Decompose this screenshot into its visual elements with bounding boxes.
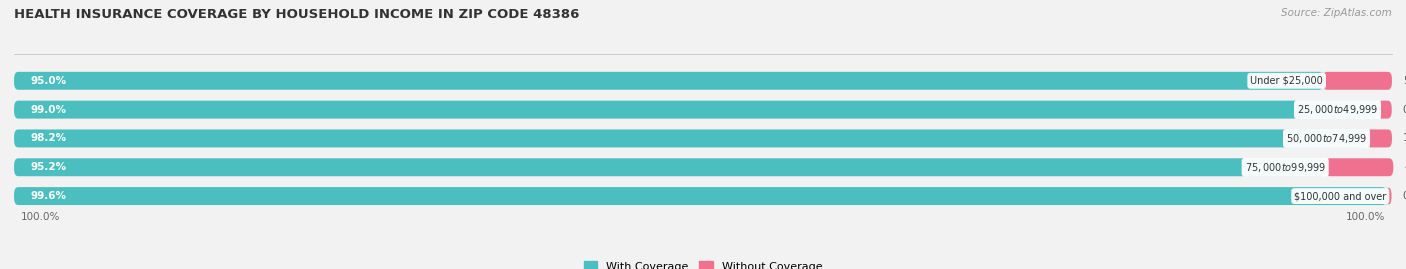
Text: 0.36%: 0.36%	[1402, 191, 1406, 201]
Text: 99.0%: 99.0%	[31, 105, 66, 115]
FancyBboxPatch shape	[1378, 101, 1392, 119]
Text: 98.2%: 98.2%	[31, 133, 66, 143]
Text: 100.0%: 100.0%	[21, 212, 60, 222]
FancyBboxPatch shape	[1386, 187, 1392, 205]
FancyBboxPatch shape	[1367, 129, 1392, 147]
Text: 1.8%: 1.8%	[1403, 133, 1406, 143]
FancyBboxPatch shape	[14, 129, 1392, 147]
Text: 95.0%: 95.0%	[31, 76, 66, 86]
FancyBboxPatch shape	[14, 129, 1367, 147]
FancyBboxPatch shape	[14, 101, 1378, 119]
FancyBboxPatch shape	[14, 158, 1326, 176]
Text: $100,000 and over: $100,000 and over	[1294, 191, 1386, 201]
FancyBboxPatch shape	[14, 72, 1323, 90]
Text: $75,000 to $99,999: $75,000 to $99,999	[1244, 161, 1326, 174]
Text: 100.0%: 100.0%	[1346, 212, 1385, 222]
FancyBboxPatch shape	[14, 158, 1392, 176]
FancyBboxPatch shape	[14, 72, 1392, 90]
FancyBboxPatch shape	[1326, 158, 1393, 176]
Text: 5.0%: 5.0%	[1403, 76, 1406, 86]
Text: Under $25,000: Under $25,000	[1250, 76, 1323, 86]
Text: Source: ZipAtlas.com: Source: ZipAtlas.com	[1281, 8, 1392, 18]
FancyBboxPatch shape	[14, 101, 1392, 119]
FancyBboxPatch shape	[14, 187, 1392, 205]
FancyBboxPatch shape	[1323, 72, 1392, 90]
Text: $50,000 to $74,999: $50,000 to $74,999	[1286, 132, 1367, 145]
Text: 95.2%: 95.2%	[31, 162, 66, 172]
Legend: With Coverage, Without Coverage: With Coverage, Without Coverage	[579, 257, 827, 269]
Text: 0.98%: 0.98%	[1403, 105, 1406, 115]
Text: HEALTH INSURANCE COVERAGE BY HOUSEHOLD INCOME IN ZIP CODE 48386: HEALTH INSURANCE COVERAGE BY HOUSEHOLD I…	[14, 8, 579, 21]
Text: 99.6%: 99.6%	[31, 191, 66, 201]
FancyBboxPatch shape	[14, 187, 1386, 205]
Text: $25,000 to $49,999: $25,000 to $49,999	[1296, 103, 1378, 116]
Text: 4.9%: 4.9%	[1405, 162, 1406, 172]
